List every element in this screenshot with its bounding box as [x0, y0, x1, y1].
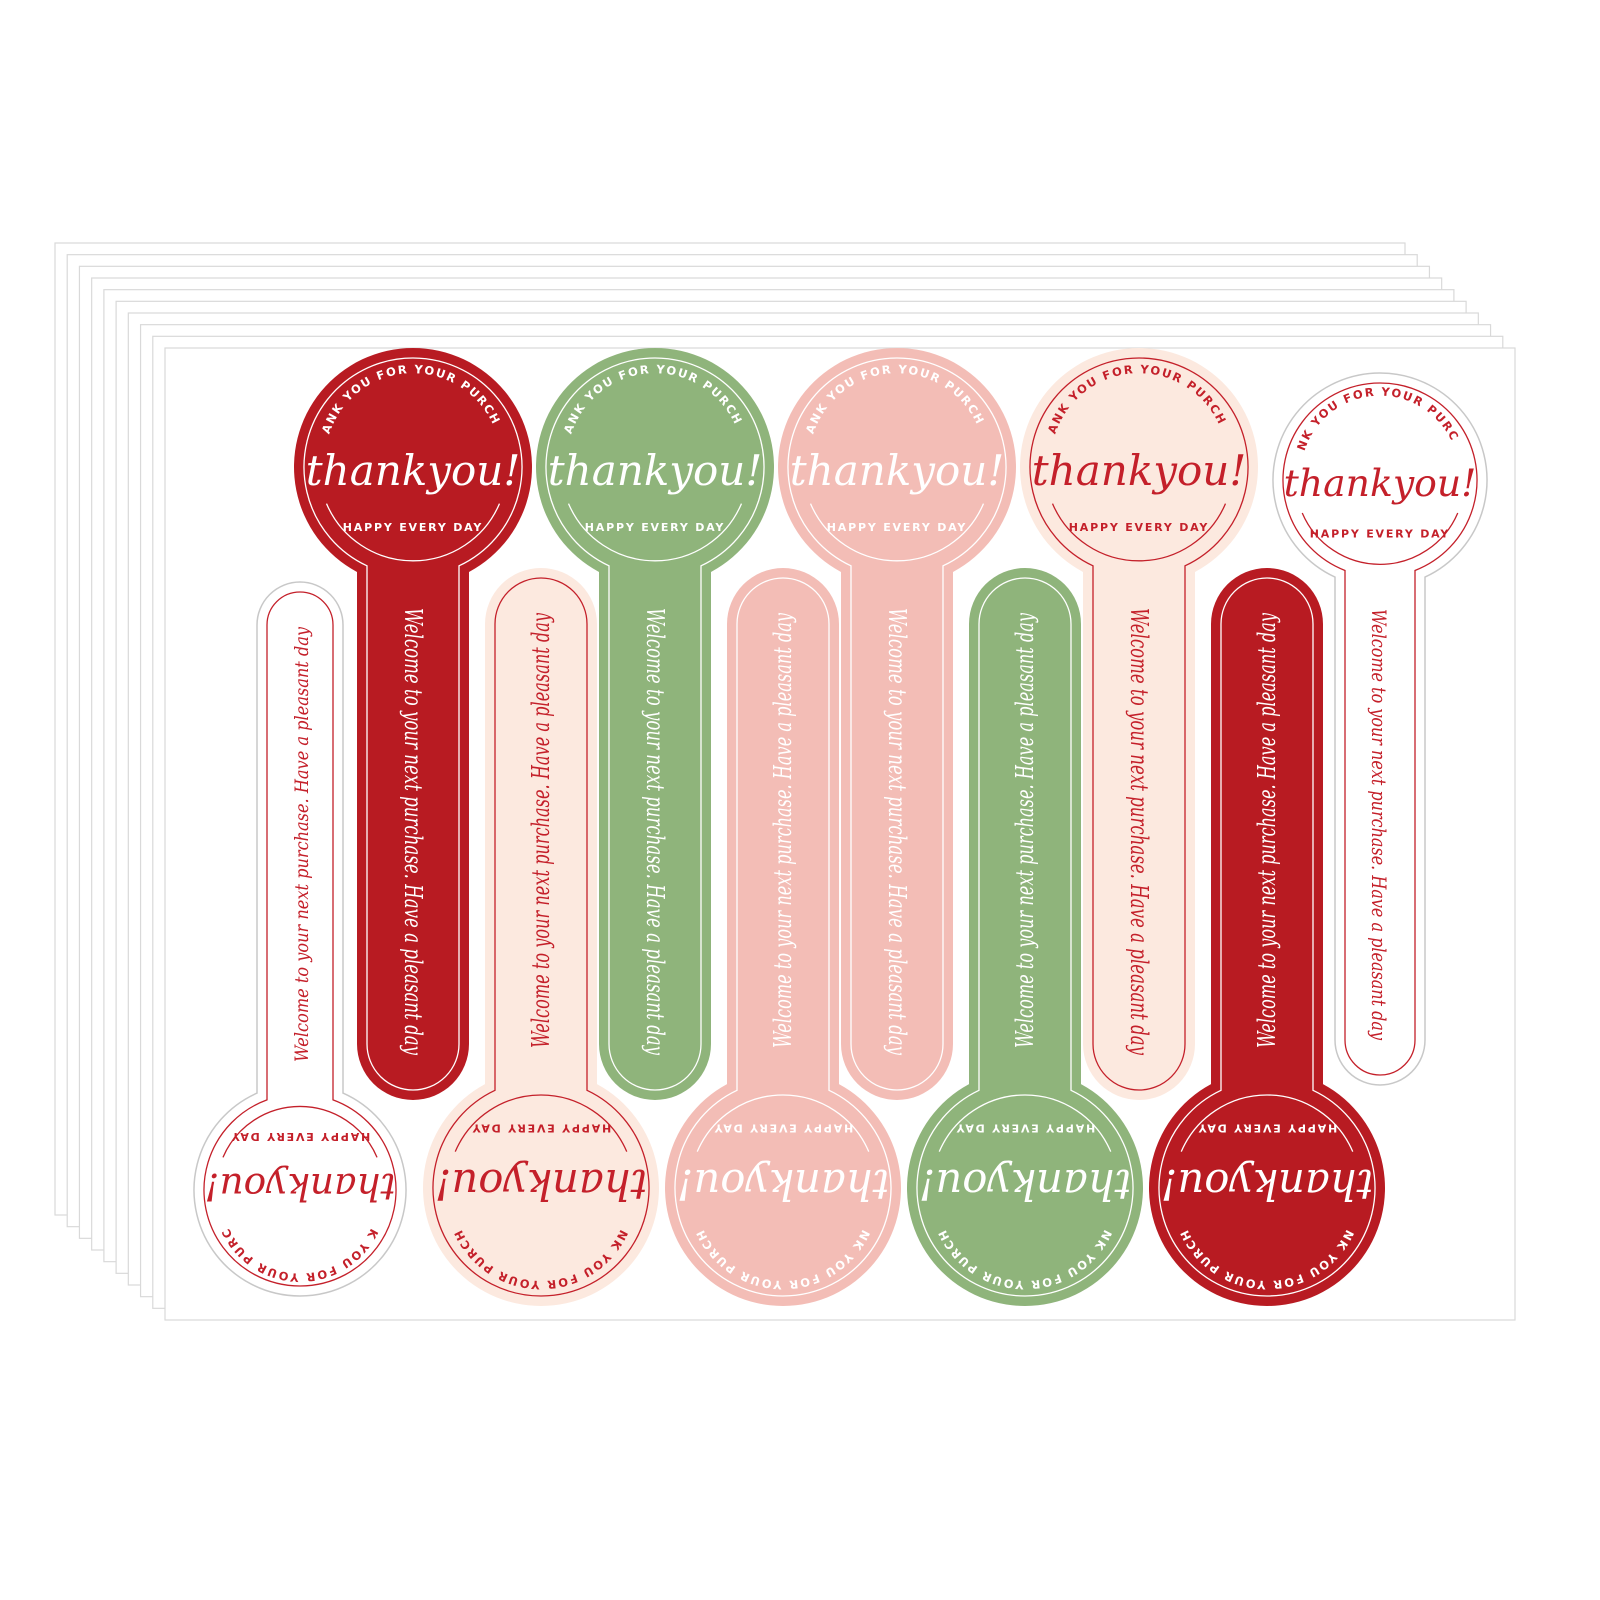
stem-text: Welcome to your next purchase. Have a pl… [769, 613, 797, 1048]
thankyou-text: thankyou! [548, 446, 762, 495]
thankyou-text: thankyou! [435, 1160, 648, 1209]
stem-text: Welcome to your next purchase. Have a pl… [399, 608, 427, 1055]
thankyou-text: thankyou! [1161, 1160, 1374, 1209]
sticker-cream: THANK YOU FOR YOUR PURCHASEthankyou!HAPP… [423, 568, 659, 1306]
sticker-inner-outline [1282, 382, 1478, 1076]
stem-text: Welcome to your next purchase. Have a pl… [641, 608, 669, 1055]
thankyou-text: thankyou! [790, 446, 1004, 495]
happy-every-day-text: HAPPY EVERY DAY [713, 1122, 853, 1135]
happy-every-day-text: HAPPY EVERY DAY [343, 521, 483, 534]
decorative-arc [1301, 512, 1459, 566]
stem-text: Welcome to your next purchase. Have a pl… [292, 626, 313, 1062]
decorative-arc [938, 1094, 1112, 1152]
thankyou-text: thankyou! [1284, 461, 1477, 505]
happy-every-day-text: HAPPY EVERY DAY [230, 1130, 370, 1143]
sticker-shape [423, 568, 659, 1306]
happy-every-day-text: HAPPY EVERY DAY [471, 1122, 611, 1135]
stem-text: Welcome to your next purchase. Have a pl… [1253, 613, 1281, 1048]
sticker-shape [665, 568, 901, 1306]
thankyou-text: thankyou! [919, 1160, 1132, 1209]
sticker-white: THANK YOU FOR YOUR PURCHASEthankyou!HAPP… [1272, 372, 1488, 1086]
decorative-arc [222, 1105, 378, 1158]
stem-text: Welcome to your next purchase. Have a pl… [1367, 609, 1390, 1041]
happy-every-day-text: HAPPY EVERY DAY [585, 521, 725, 534]
sticker-red: THANK YOU FOR YOUR PURCHASEthankyou!HAPP… [294, 348, 532, 1100]
sticker-inner-outline [1029, 357, 1249, 1091]
sticker-shape [1272, 372, 1488, 1086]
sticker-shape [294, 348, 532, 1100]
sticker-pink: THANK YOU FOR YOUR PURCHASEthankyou!HAPP… [778, 348, 1016, 1100]
decorative-arc [325, 503, 501, 562]
happy-every-day-text: HAPPY EVERY DAY [827, 521, 967, 534]
thankyou-text: thankyou! [677, 1160, 890, 1209]
sticker-inner-outline [203, 591, 397, 1287]
sticker-inner-outline [545, 357, 765, 1091]
sticker-white: THANK YOU FOR YOUR PURCHASEthankyou!HAPP… [193, 581, 407, 1297]
sticker-inner-outline [432, 577, 650, 1297]
thankyou-text: thankyou! [205, 1165, 396, 1209]
decorative-arc [809, 503, 985, 562]
sticker-red: THANK YOU FOR YOUR PURCHASEthankyou!HAPP… [1149, 568, 1385, 1306]
sticker-shape [1020, 348, 1258, 1100]
sticker-shape [907, 568, 1143, 1306]
sticker-green: THANK YOU FOR YOUR PURCHASEthankyou!HAPP… [536, 348, 774, 1100]
sticker-shape [1149, 568, 1385, 1306]
stem-text: Welcome to your next purchase. Have a pl… [1011, 613, 1039, 1048]
stem-text: Welcome to your next purchase. Have a pl… [1125, 608, 1153, 1055]
decorative-arc [1051, 503, 1227, 562]
sticker-green: THANK YOU FOR YOUR PURCHASEthankyou!HAPP… [907, 568, 1143, 1306]
thankyou-text: thankyou! [306, 446, 520, 495]
stickers: THANK YOU FOR YOUR PURCHASEthankyou!HAPP… [193, 348, 1488, 1306]
happy-every-day-text: HAPPY EVERY DAY [1069, 521, 1209, 534]
sticker-inner-outline [1158, 577, 1376, 1297]
decorative-arc [454, 1094, 628, 1152]
happy-every-day-text: HAPPY EVERY DAY [1197, 1122, 1337, 1135]
happy-every-day-text: HAPPY EVERY DAY [955, 1122, 1095, 1135]
stem-text: Welcome to your next purchase. Have a pl… [527, 613, 555, 1048]
sticker-inner-outline [916, 577, 1134, 1297]
sticker-shape [536, 348, 774, 1100]
decorative-arc [696, 1094, 870, 1152]
stem-text: Welcome to your next purchase. Have a pl… [883, 608, 911, 1055]
decorative-arc [567, 503, 743, 562]
thankyou-text: thankyou! [1032, 446, 1246, 495]
sticker-inner-outline [303, 357, 523, 1091]
sticker-shape [193, 581, 407, 1297]
sticker-shape [778, 348, 1016, 1100]
happy-every-day-text: HAPPY EVERY DAY [1310, 528, 1450, 541]
sticker-pink: THANK YOU FOR YOUR PURCHASEthankyou!HAPP… [665, 568, 901, 1306]
sticker-inner-outline [674, 577, 892, 1297]
sticker-inner-outline [787, 357, 1007, 1091]
decorative-arc [1180, 1094, 1354, 1152]
sticker-cream: THANK YOU FOR YOUR PURCHASEthankyou!HAPP… [1020, 348, 1258, 1100]
